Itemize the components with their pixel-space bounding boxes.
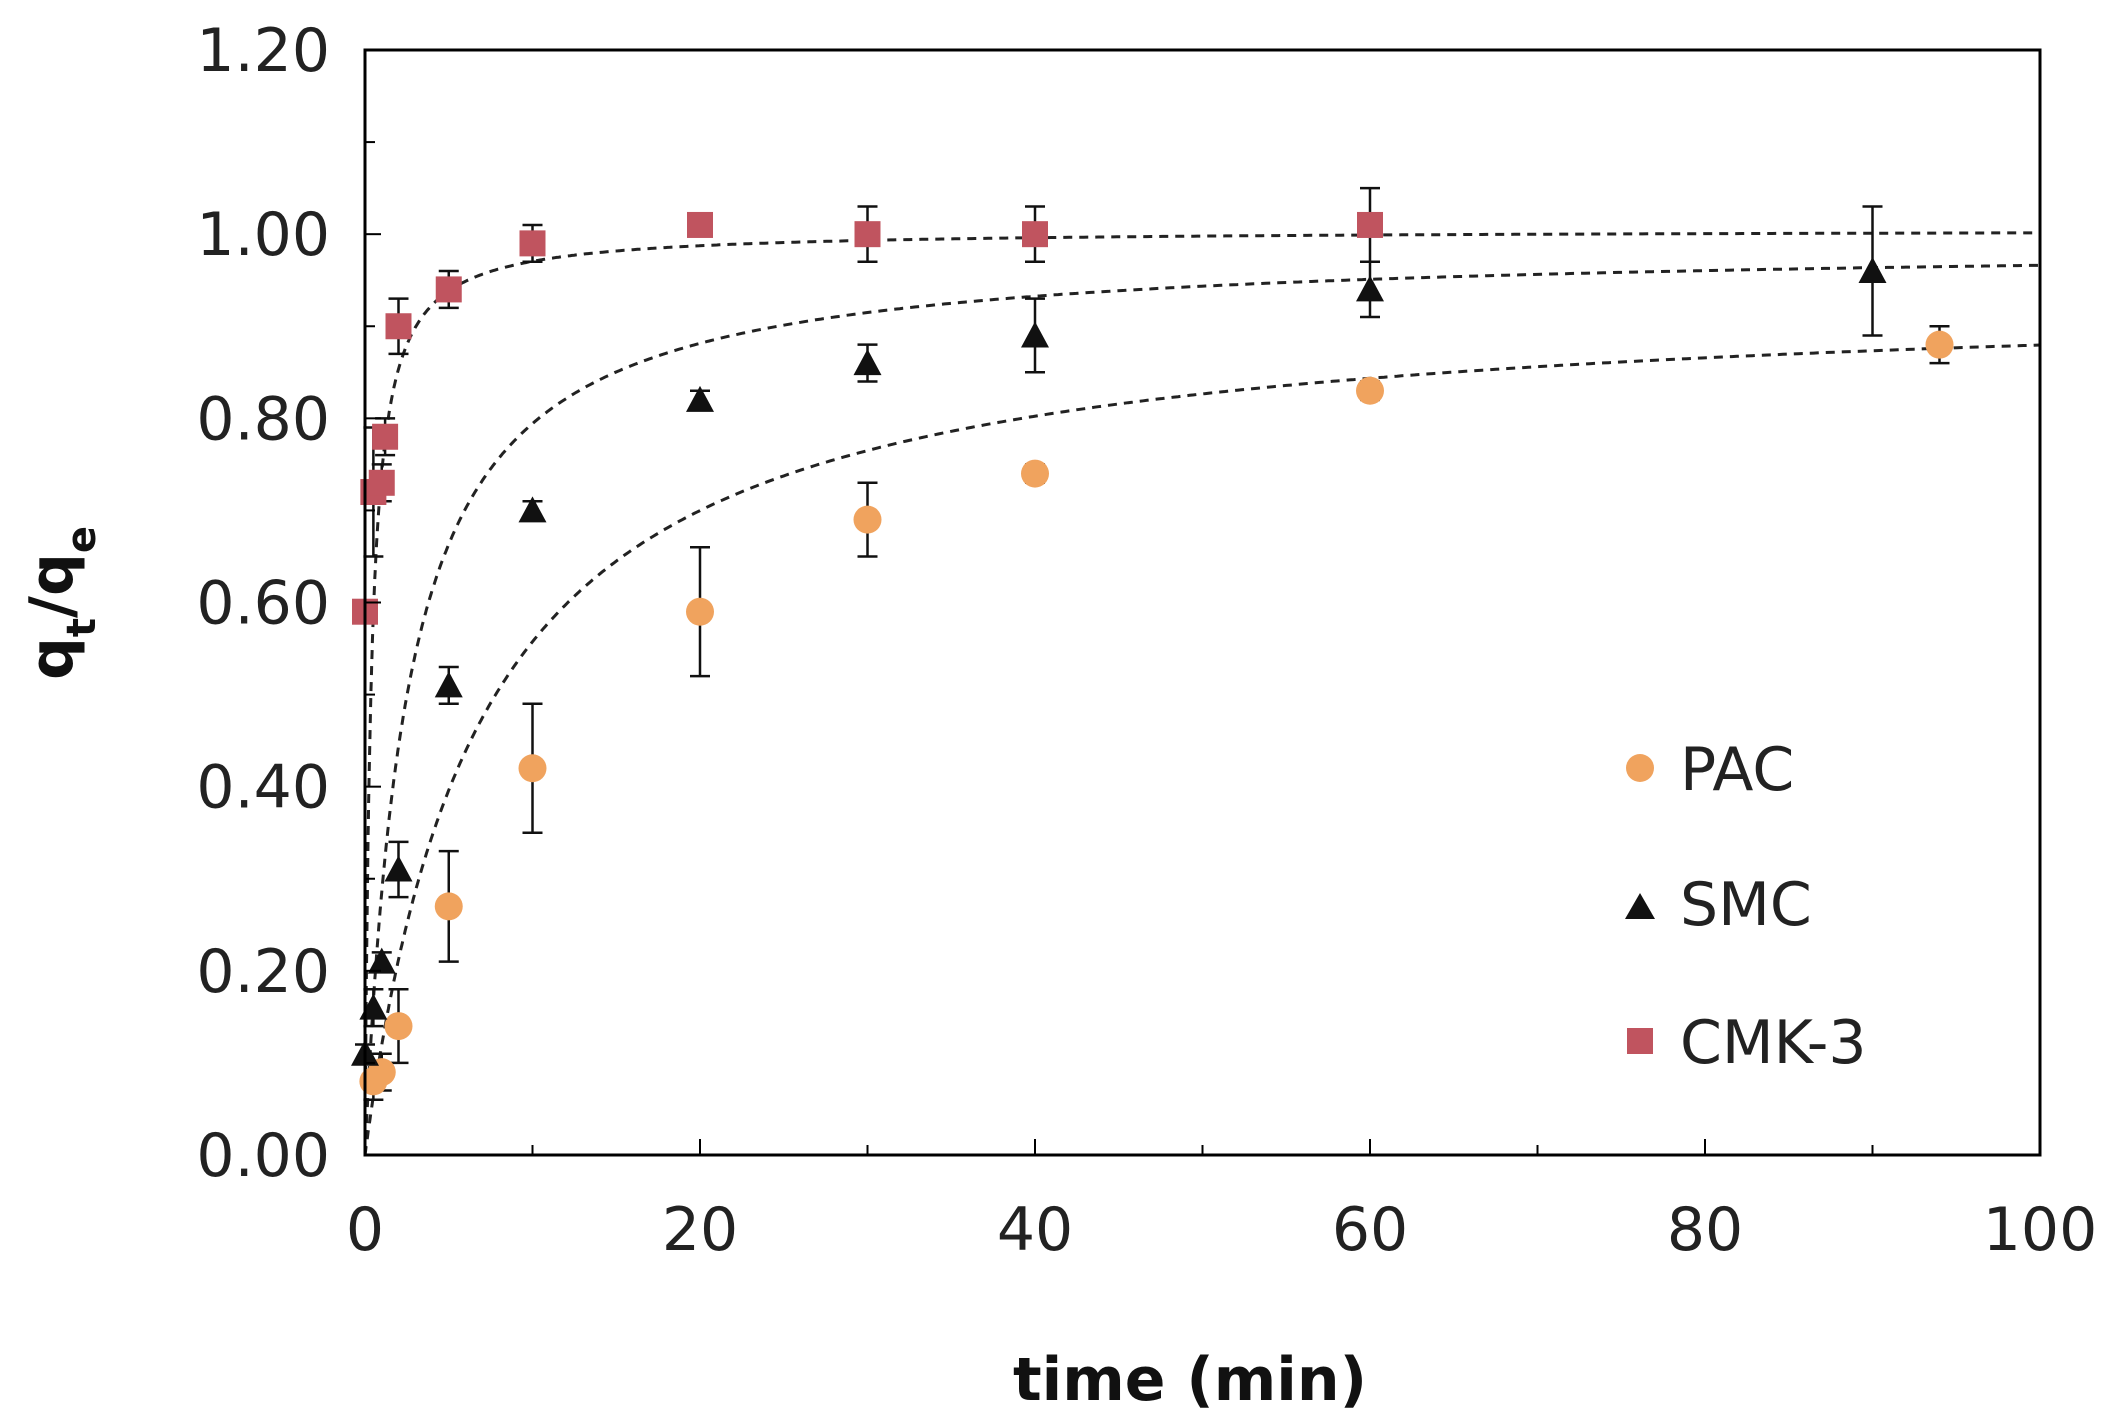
fit-curve-smc — [363, 263, 2041, 1155]
legend-label-cmk3: CMK-3 — [1680, 1008, 1867, 1078]
data-point-smc — [1021, 321, 1049, 348]
data-point-pac — [686, 597, 714, 626]
legend-marker-pac — [1626, 754, 1654, 782]
legend-label-smc: SMC — [1680, 870, 1812, 940]
y-tick-label: 0.80 — [196, 384, 330, 454]
x-tick-label: 0 — [346, 1195, 384, 1265]
data-point-cmk3 — [1357, 211, 1383, 238]
data-point-cmk3 — [854, 221, 881, 248]
fit-curve-pac — [363, 343, 2041, 1156]
legend-marker-cmk3 — [1627, 1028, 1653, 1054]
data-point-smc — [853, 349, 882, 376]
x-axis-title: time (min) — [1013, 1345, 1367, 1415]
legend-label-pac: PAC — [1680, 735, 1794, 805]
y-tick-labels: 0.00 0.20 0.40 0.60 0.80 1.00 1.20 — [196, 16, 330, 1191]
data-point-pac — [1021, 459, 1049, 488]
x-tick-label: 80 — [1667, 1195, 1743, 1265]
data-point-smc — [434, 671, 463, 698]
data-point-cmk3 — [687, 211, 713, 238]
data-point-smc — [1858, 257, 1887, 283]
data-point-cmk3 — [519, 230, 546, 257]
legend-item-pac: PAC — [1626, 735, 1794, 805]
y-tick-label: 0.00 — [196, 1121, 330, 1191]
legend-marker-smc — [1625, 893, 1655, 919]
data-point-pac — [434, 892, 463, 921]
data-point-pac — [518, 754, 547, 783]
axis-ticks — [364, 49, 2041, 1156]
y-tick-label: 0.60 — [196, 569, 330, 639]
y-tick-label: 0.20 — [196, 937, 330, 1007]
legend-item-smc: SMC — [1625, 870, 1812, 940]
data-point-cmk3 — [435, 276, 462, 303]
y-tick-label: 1.00 — [196, 200, 330, 270]
data-point-pac — [853, 505, 882, 534]
data-point-pac — [1925, 330, 1954, 359]
legend-item-cmk3: CMK-3 — [1627, 1008, 1867, 1078]
data-point-smc — [686, 385, 714, 412]
x-tick-label: 20 — [662, 1195, 738, 1265]
y-tick-label: 1.20 — [196, 16, 330, 86]
data-points — [351, 211, 1954, 1096]
data-point-pac — [384, 1012, 413, 1041]
legend: PAC SMC CMK-3 — [1625, 735, 1867, 1078]
data-point-smc — [384, 855, 413, 882]
x-tick-label: 100 — [1983, 1195, 2098, 1265]
data-point-cmk3 — [372, 423, 399, 450]
data-point-cmk3 — [1022, 221, 1048, 248]
data-point-smc — [1356, 275, 1384, 302]
data-point-smc — [518, 496, 547, 523]
x-tick-labels: 0 20 40 60 80 100 — [346, 1195, 2097, 1265]
y-tick-label: 0.40 — [196, 753, 330, 823]
y-axis-title: qt/qe — [17, 526, 105, 680]
data-point-pac — [1356, 376, 1384, 405]
data-point-cmk3 — [368, 469, 395, 496]
data-point-cmk3 — [385, 313, 412, 340]
data-point-smc — [367, 947, 396, 974]
x-tick-label: 40 — [997, 1195, 1073, 1265]
x-tick-label: 60 — [1332, 1195, 1408, 1265]
